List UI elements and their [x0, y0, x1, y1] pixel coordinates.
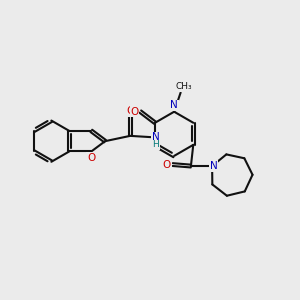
Text: N: N	[210, 161, 218, 171]
Text: CH₃: CH₃	[175, 82, 192, 91]
Text: O: O	[126, 106, 134, 116]
Text: O: O	[87, 153, 95, 163]
Text: O: O	[130, 106, 139, 117]
Text: N: N	[170, 100, 178, 110]
Text: O: O	[163, 160, 171, 170]
Text: H: H	[152, 140, 159, 149]
Text: N: N	[152, 132, 160, 142]
